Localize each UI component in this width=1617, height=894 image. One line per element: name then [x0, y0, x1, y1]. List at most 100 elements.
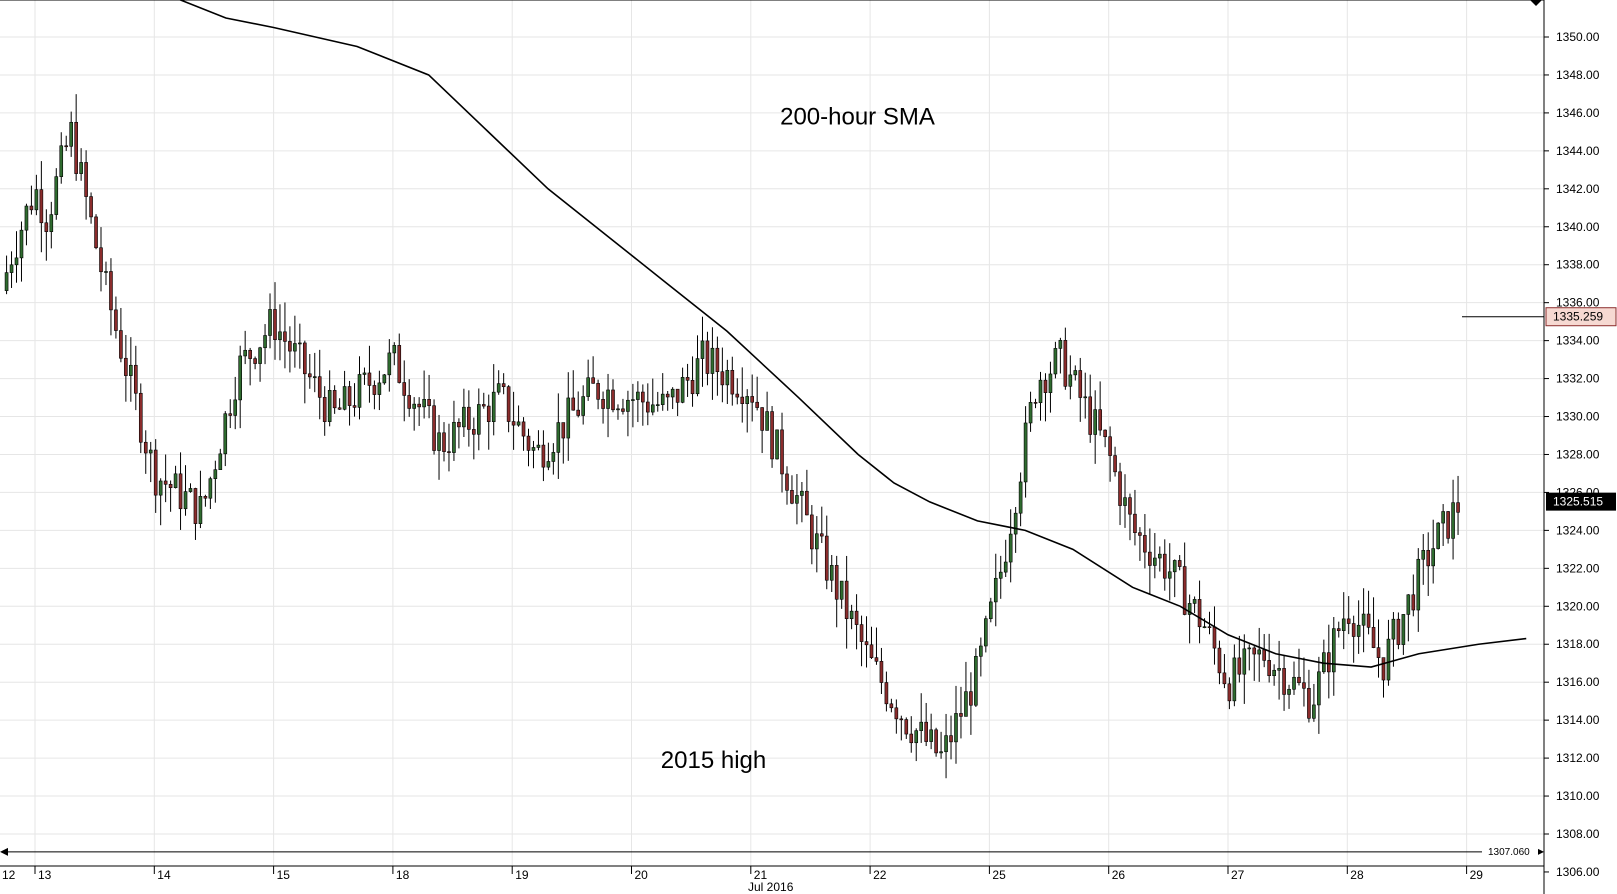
candle-body — [969, 691, 973, 706]
candle-body — [1242, 648, 1247, 675]
candle-body — [1416, 558, 1421, 611]
candle-body — [1008, 533, 1013, 563]
candle-body — [909, 733, 914, 744]
candle-body — [218, 453, 223, 470]
candle-body — [193, 488, 198, 524]
candle-body — [1162, 553, 1167, 579]
candle-body — [685, 377, 690, 381]
candle-body — [621, 408, 625, 412]
candle-body — [1217, 647, 1222, 674]
candle-body — [1247, 647, 1252, 650]
candle-body — [740, 396, 745, 404]
candle-body — [834, 565, 839, 600]
y-tick-label: 1334.00 — [1556, 334, 1600, 348]
candle-body — [884, 682, 889, 705]
x-tick-label: 25 — [992, 868, 1006, 882]
y-tick-label: 1344.00 — [1556, 144, 1600, 158]
candle-body — [949, 735, 953, 743]
candle-body — [646, 401, 650, 413]
candle-body — [273, 309, 277, 341]
candle-body — [312, 376, 317, 378]
candle-body — [591, 377, 595, 384]
candle-body — [69, 121, 73, 147]
candle-body — [447, 451, 451, 453]
candle-body — [1068, 374, 1073, 387]
sma-line — [178, 0, 1527, 668]
candle-body — [34, 189, 39, 211]
candle-body — [243, 349, 247, 357]
candle-body — [303, 342, 307, 375]
candle-body — [59, 145, 64, 177]
candle-body — [824, 535, 829, 581]
candle-body — [894, 707, 899, 720]
candle-body — [1287, 688, 1291, 695]
candle-body — [1312, 704, 1316, 719]
candle-body — [372, 385, 377, 395]
candle-body — [536, 444, 541, 448]
candle-body — [1103, 429, 1107, 438]
candle-body — [675, 388, 680, 403]
candle-body — [904, 719, 909, 735]
candle-body — [1341, 618, 1346, 631]
candle-body — [382, 374, 387, 384]
candle-body — [616, 408, 620, 411]
candle-body — [501, 383, 506, 388]
axes — [0, 0, 1545, 894]
sma-layer — [178, 0, 1527, 668]
candle-body — [1446, 511, 1450, 539]
candle-body — [1158, 553, 1162, 559]
y-tick-label: 1338.00 — [1556, 258, 1600, 272]
candle-body — [655, 404, 660, 406]
candle-body — [581, 396, 585, 416]
candle-body — [526, 435, 531, 451]
candle-body — [670, 388, 675, 398]
candle-body — [203, 496, 208, 499]
candle-body — [228, 413, 233, 416]
candle-body — [1207, 626, 1212, 629]
candle-body — [1331, 628, 1336, 673]
x-tick-label: 21 — [754, 868, 768, 882]
candle-body — [143, 441, 148, 454]
candle-body — [1053, 348, 1058, 375]
candle-body — [1267, 660, 1271, 677]
candle-body — [1192, 599, 1197, 604]
x-tick-label: 12 — [2, 868, 16, 882]
y-tick-label: 1340.00 — [1556, 220, 1600, 234]
candle-body — [337, 407, 342, 410]
candle-body — [1366, 613, 1371, 628]
candle-body — [198, 496, 203, 524]
candle-body — [1282, 668, 1286, 695]
candle-body — [680, 377, 685, 403]
candle-body — [1356, 624, 1361, 637]
candle-body — [1421, 550, 1426, 560]
candle-body — [427, 399, 431, 407]
candle-body — [1371, 627, 1376, 648]
candle-body — [964, 691, 968, 717]
candle-body — [815, 533, 819, 550]
candle-body — [760, 407, 764, 431]
candle-body — [268, 309, 272, 336]
candle-body — [521, 421, 526, 437]
candle-body — [109, 271, 113, 311]
candle-body — [919, 721, 924, 731]
candle-body — [650, 404, 655, 413]
candle-body — [124, 357, 128, 376]
candle-body — [755, 401, 759, 408]
candle-body — [387, 352, 392, 376]
candle-body — [576, 409, 581, 416]
candle-body — [183, 491, 188, 510]
candle-body — [879, 661, 884, 683]
candle-body — [486, 405, 491, 422]
x-tick-label: 22 — [873, 868, 887, 882]
y-tick-label: 1322.00 — [1556, 561, 1600, 575]
candle-body — [104, 271, 108, 273]
x-month-label: Jul 2016 — [748, 880, 794, 894]
sma-price-box — [1546, 492, 1616, 511]
y-tick-label: 1306.00 — [1556, 865, 1600, 879]
x-tick-label: 20 — [635, 868, 649, 882]
y-tick-label: 1314.00 — [1556, 713, 1600, 727]
candle-body — [496, 383, 501, 393]
candle-body — [317, 376, 322, 398]
candle-body — [307, 373, 312, 378]
